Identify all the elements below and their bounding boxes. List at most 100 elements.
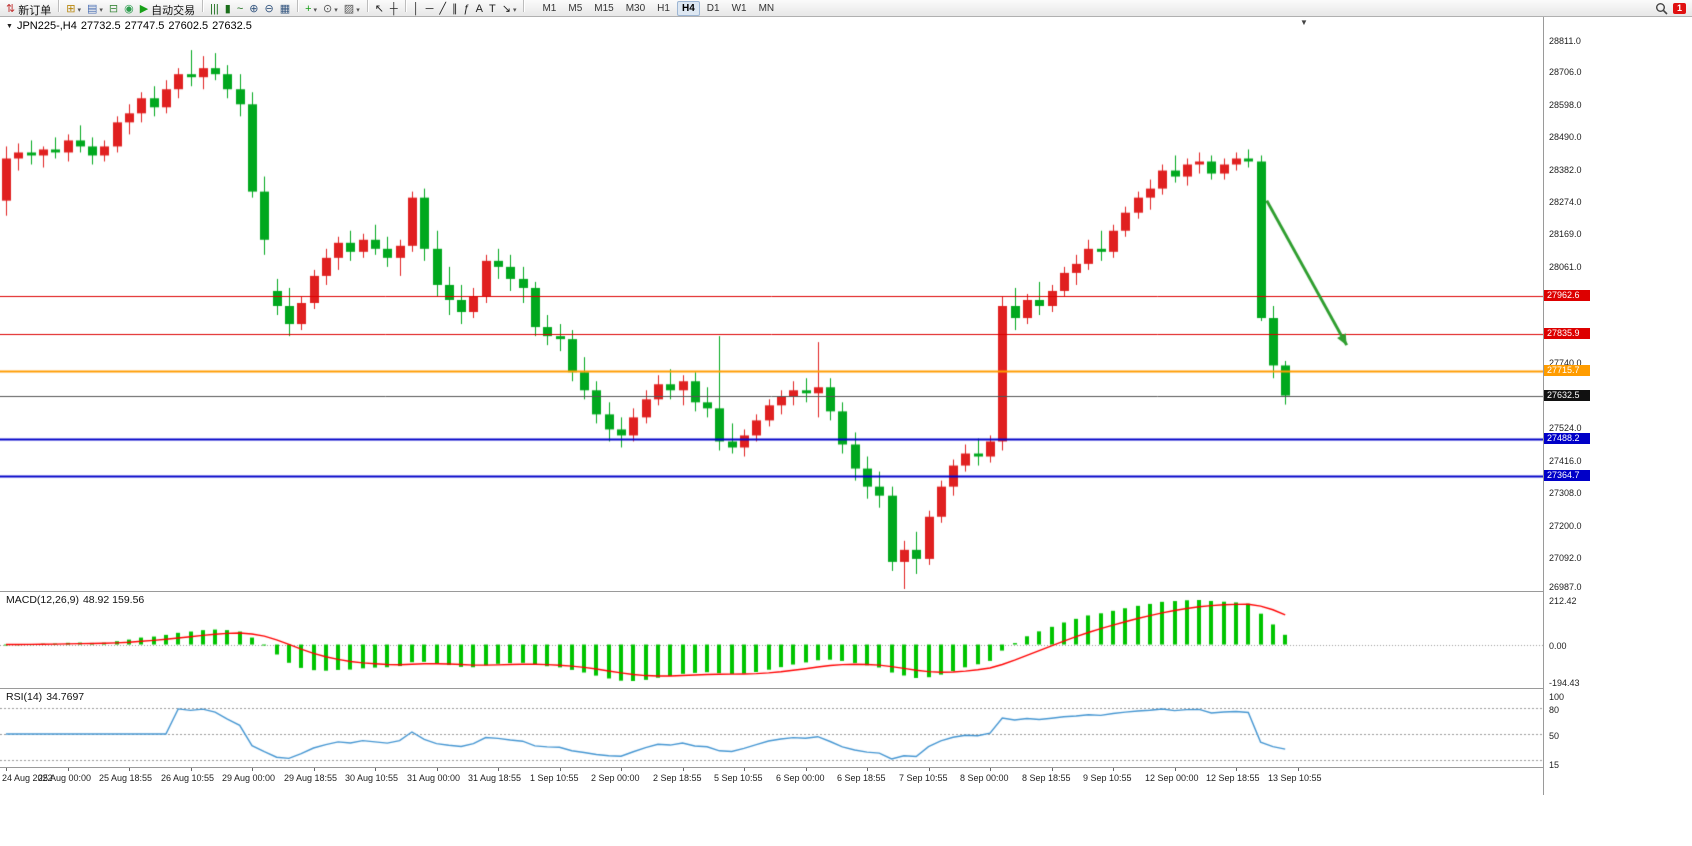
price-tick-label: 27308.0 xyxy=(1549,488,1582,498)
price-tick-label: 28598.0 xyxy=(1549,100,1582,110)
plot-column: ▼ JPN225-,H4 27732.5 27747.5 27602.5 27632.5 … xyxy=(0,17,1543,792)
channel-icon: ∥ xyxy=(452,3,458,15)
price-axis[interactable]: 28811.0 28706.0 28598.0 28490.0 28382.0 28274… xyxy=(1543,17,1692,795)
profiles-icon[interactable]: ▤ ▾ xyxy=(84,2,106,17)
crosshair-icon: ┼ xyxy=(389,3,398,15)
dropdown-arrow-icon[interactable]: ▾ xyxy=(77,6,81,14)
periods-icon[interactable]: ⊙ ▾ xyxy=(320,2,341,17)
timeframe-m15[interactable]: M15 xyxy=(594,2,614,14)
horizontal-line-icon[interactable]: ─ xyxy=(423,2,437,17)
search-icon[interactable] xyxy=(1655,2,1668,15)
price-tick-label: 28706.0 xyxy=(1549,67,1582,77)
arrows-icon[interactable]: ↘ ▾ xyxy=(499,2,520,17)
price-tick-label: 28169.0 xyxy=(1549,229,1582,239)
time-tick-mark xyxy=(867,768,868,771)
current-price-tag: 27632.5 xyxy=(1544,390,1590,401)
new-order-button-label: 新订单 xyxy=(18,4,52,17)
timeframe-toolbar: M1 M5 M15 M30 H1 H4 D1 W1 MN xyxy=(536,0,780,16)
zoom-in-icon: ⊕ xyxy=(249,3,259,15)
bar-chart-icon[interactable]: ||| xyxy=(207,2,222,17)
price-level-tag: 27835.9 xyxy=(1544,328,1590,339)
time-axis-label: 29 Aug 00:00 xyxy=(222,773,276,783)
price-chart-panel: ▼ JPN225-,H4 27732.5 27747.5 27602.5 27632.5 … xyxy=(0,17,1543,592)
trendline-icon: ╱ xyxy=(439,3,447,15)
arrows-icon: ↘ xyxy=(501,3,511,15)
cursor-icon[interactable]: ↖ xyxy=(372,2,387,17)
time-axis-label: 2 Sep 00:00 xyxy=(591,773,640,783)
zoom-out-icon[interactable]: ⊖ xyxy=(261,2,276,17)
autotrading-button[interactable]: ▶ 自动交易 xyxy=(137,2,198,17)
chart-symbol-period: JPN225-,H4 xyxy=(16,20,77,32)
time-axis-label: 26 Aug 10:55 xyxy=(161,773,215,783)
time-axis[interactable]: 24 Aug 2022 25 Aug 00:00 25 Aug 18:55 26 Au… xyxy=(0,768,1543,792)
dropdown-arrow-icon[interactable]: ▾ xyxy=(99,6,103,14)
periods-icon: ⊙ xyxy=(323,3,333,15)
macd-canvas[interactable] xyxy=(0,592,1543,689)
line-chart-icon[interactable]: ~ xyxy=(234,2,246,17)
time-tick-mark xyxy=(621,768,622,771)
timeframe-m30[interactable]: M30 xyxy=(625,2,646,14)
rsi-panel: RSI(14) 34.7697 xyxy=(0,689,1543,768)
price-tick-label: 27092.0 xyxy=(1549,553,1582,563)
chart-close-value: 27632.5 xyxy=(212,20,252,32)
rsi-axis-tick: 15 xyxy=(1549,760,1560,770)
dropdown-arrow-icon[interactable]: ▾ xyxy=(512,6,517,14)
time-tick-mark xyxy=(806,768,807,771)
notification-badge[interactable]: 1 xyxy=(1672,2,1686,14)
tile-windows-icon[interactable]: ▦ xyxy=(277,2,293,17)
market-watch-icon: ⊟ xyxy=(108,3,119,15)
price-tick-label: 28811.0 xyxy=(1549,36,1581,46)
toolbar: ⇅ 新订单 ⊞ ▾ ▤ ▾ ⊟ ◉ ▶ 自动交易 ||| ▮ ~ ⊕ ⊖ ▦ + ▾ ⊙ ▾ ▨ ▾ ↖ ┼ │ ─ ╱ ∥ ƒ A T ↘ ▾… xyxy=(0,0,1692,17)
dropdown-arrow-icon[interactable]: ▾ xyxy=(334,6,338,14)
zoom-in-icon[interactable]: ⊕ xyxy=(246,2,261,17)
vertical-line-icon[interactable]: │ xyxy=(410,2,423,17)
chart-workspace: ▼ JPN225-,H4 27732.5 27747.5 27602.5 27632.5 … xyxy=(0,17,1692,846)
chart-shift-marker-icon[interactable]: ▼ xyxy=(1300,18,1308,27)
time-tick-mark xyxy=(68,768,69,771)
price-tick-label: 28061.0 xyxy=(1549,262,1582,272)
price-chart-canvas[interactable] xyxy=(0,17,1543,592)
timeframe-m1[interactable]: M1 xyxy=(542,2,557,14)
dropdown-arrow-icon[interactable]: ▾ xyxy=(313,6,318,14)
timeframe-mn[interactable]: MN xyxy=(758,2,775,14)
rsi-axis-tick: 100 xyxy=(1549,692,1565,702)
price-level-tag: 27715.7 xyxy=(1544,365,1590,376)
dropdown-arrow-icon[interactable]: ▾ xyxy=(356,6,360,14)
crosshair-icon[interactable]: ┼ xyxy=(387,2,401,17)
autotrading-button-label: 自动交易 xyxy=(151,4,196,17)
trendline-icon[interactable]: ╱ xyxy=(436,2,449,17)
candlestick-chart-icon[interactable]: ▮ xyxy=(222,2,234,17)
macd-axis-min: -194.43 xyxy=(1549,678,1580,688)
fibonacci-icon[interactable]: ƒ xyxy=(461,2,473,17)
rsi-canvas[interactable] xyxy=(0,689,1543,768)
macd-axis-zero: 0.00 xyxy=(1549,641,1567,651)
timeframe-h1[interactable]: H1 xyxy=(657,2,670,14)
market-watch-icon[interactable]: ⊟ xyxy=(106,2,121,17)
text-icon[interactable]: A xyxy=(473,2,486,17)
timeframe-h4[interactable]: H4 xyxy=(676,0,700,16)
time-tick-mark xyxy=(1236,768,1237,771)
timeframe-w1[interactable]: W1 xyxy=(731,2,747,14)
mql5-community-icon[interactable]: ◉ xyxy=(121,2,137,17)
timeframe-m5[interactable]: M5 xyxy=(568,2,583,14)
chart-high-value: 27747.5 xyxy=(124,20,165,32)
label-icon[interactable]: T xyxy=(486,2,499,17)
time-axis-label: 12 Sep 18:55 xyxy=(1206,773,1260,783)
time-axis-label: 8 Sep 00:00 xyxy=(960,773,1009,783)
channel-icon[interactable]: ∥ xyxy=(449,2,461,17)
timeframe-d1[interactable]: D1 xyxy=(706,2,720,14)
new-order-button[interactable]: ⇅ 新订单 xyxy=(3,2,54,17)
templates-icon[interactable]: ▨ ▾ xyxy=(341,2,363,17)
toolbar-separator xyxy=(58,0,60,12)
macd-axis-max: 212.42 xyxy=(1549,596,1577,606)
new-chart-icon[interactable]: ⊞ ▾ xyxy=(63,2,84,17)
indicators-icon[interactable]: + ▾ xyxy=(302,2,320,17)
line-chart-icon: ~ xyxy=(236,3,244,15)
toolbar-separator xyxy=(404,0,406,12)
time-tick-mark xyxy=(683,768,684,771)
time-tick-mark xyxy=(560,768,561,771)
toolbar-right: 1 xyxy=(1655,2,1689,15)
text-icon: A xyxy=(475,3,483,15)
label-icon: T xyxy=(488,3,496,15)
